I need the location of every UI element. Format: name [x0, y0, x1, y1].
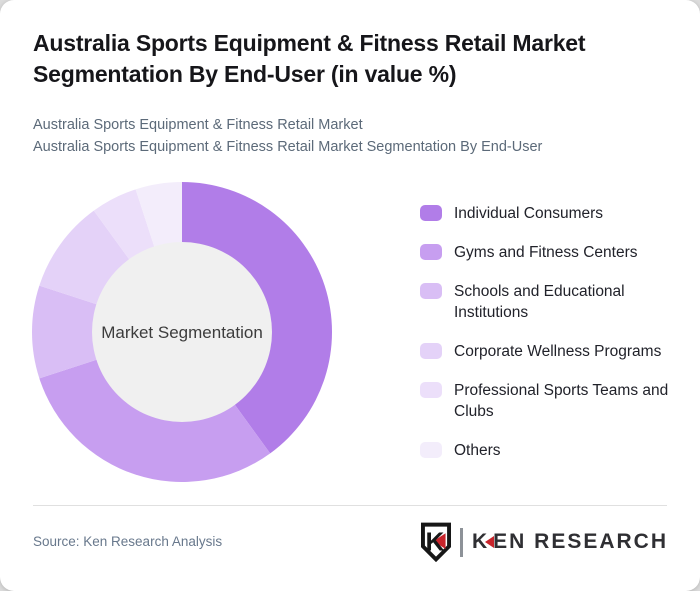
- donut-center-label: Market Segmentation: [101, 323, 263, 342]
- subtitle-line-2: Australia Sports Equipment & Fitness Ret…: [33, 139, 543, 155]
- source-note: Source: Ken Research Analysis: [33, 534, 223, 549]
- legend-item-label: Gyms and Fitness Centers: [454, 244, 638, 261]
- logo-red-wedge-icon: [485, 536, 495, 548]
- legend-item[interactable]: Gyms and Fitness Centers: [420, 242, 672, 263]
- page-title: Australia Sports Equipment & Fitness Ret…: [33, 30, 586, 87]
- ken-research-logo: K K EN RESEARCH: [419, 522, 668, 562]
- logo-word-rest: EN RESEARCH: [493, 530, 668, 553]
- legend-item-label: Corporate Wellness Programs: [454, 343, 662, 360]
- legend-item[interactable]: Individual Consumers: [420, 203, 672, 224]
- legend-item[interactable]: Schools and Educational Institutions: [420, 281, 672, 323]
- legend-item[interactable]: Professional Sports Teams and Clubs: [420, 380, 672, 422]
- legend-swatch: [420, 244, 442, 260]
- legend-swatch: [420, 283, 442, 299]
- shield-red-wedge: [433, 533, 447, 549]
- legend-swatch: [420, 382, 442, 398]
- legend-swatch: [420, 205, 442, 221]
- legend: Individual Consumers Gyms and Fitness Ce…: [420, 203, 672, 461]
- shield-letter: K: [426, 527, 445, 557]
- logo-word-k: K: [471, 530, 490, 553]
- legend-item[interactable]: Corporate Wellness Programs: [420, 341, 672, 362]
- logo-separator: [460, 527, 463, 557]
- legend-item-label: Individual Consumers: [454, 205, 604, 222]
- legend-item[interactable]: Others: [420, 440, 672, 461]
- legend-item-label: Schools and Educational Institutions: [454, 283, 625, 321]
- subtitle-line-1: Australia Sports Equipment & Fitness Ret…: [33, 117, 363, 133]
- donut-center-circle: [92, 242, 272, 422]
- legend-item-label: Others: [454, 442, 501, 459]
- donut-chart: Market Segmentation: [32, 182, 332, 482]
- logo-wordmark: K EN RESEARCH: [472, 530, 668, 554]
- legend-item-label: Professional Sports Teams and Clubs: [454, 382, 669, 420]
- legend-swatch: [420, 442, 442, 458]
- legend-swatch: [420, 343, 442, 359]
- chart-subtitles: Australia Sports Equipment & Fitness Ret…: [33, 114, 542, 158]
- footer-divider: [33, 505, 667, 506]
- ken-research-shield-icon: K: [421, 522, 452, 562]
